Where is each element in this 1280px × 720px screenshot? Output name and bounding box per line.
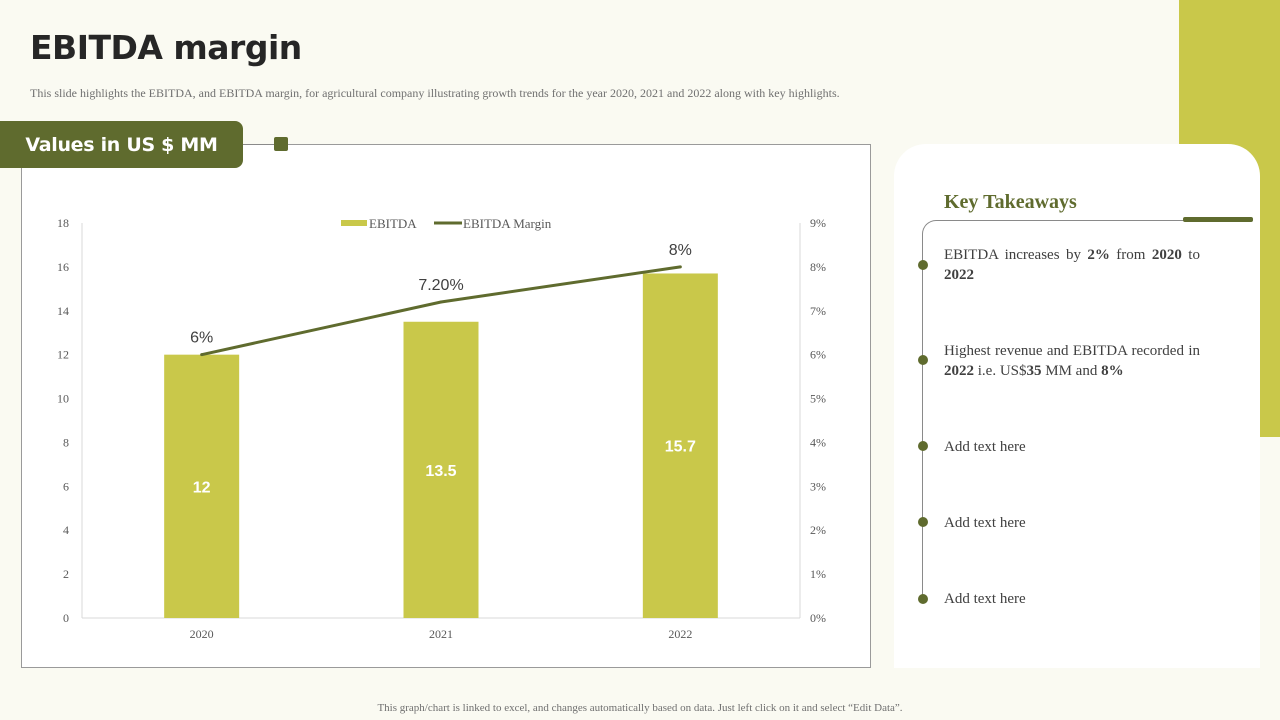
legend-label-ebitda: EBITDA (369, 216, 417, 231)
y2-tick-label: 7% (810, 304, 826, 318)
bar (403, 321, 479, 618)
margin-value-label: 8% (669, 242, 692, 259)
margin-value-label: 6% (190, 330, 213, 347)
takeaway-item: Add text here (944, 439, 1026, 455)
takeaway-bullet-dot (918, 355, 928, 365)
margin-point (678, 265, 682, 269)
takeaways-accent-bar (1183, 217, 1253, 222)
y-tick-label: 0 (63, 611, 69, 625)
margin-value-label: 7.20% (418, 277, 463, 294)
takeaway-bullet-dot (918, 441, 928, 451)
ebitda-chart[interactable]: 0 2 4 6 8 10 12 14 16 18 0% 1% 2% 3% 4% 5% 6% 7% 8% 9% 2020 2… (21, 144, 871, 668)
y-tick-label: 12 (57, 348, 69, 362)
y-tick-label: 14 (57, 304, 69, 318)
y2-tick-label: 4% (810, 435, 826, 449)
y-tick-label: 10 (57, 392, 69, 406)
y-tick-label: 6 (63, 479, 69, 493)
bar (164, 354, 240, 618)
takeaways-panel (894, 144, 1260, 668)
takeaway-item: Add text here (944, 515, 1026, 531)
bar-value-label: 13.5 (425, 463, 456, 480)
x-tick-label: 2021 (429, 627, 453, 641)
y2-tick-label: 0% (810, 611, 826, 625)
takeaways-title: Key Takeaways (944, 191, 1077, 213)
y2-tick-label: 9% (810, 216, 826, 230)
y2-tick-label: 3% (810, 479, 826, 493)
takeaway-bullet-dot (918, 594, 928, 604)
takeaways-timeline (922, 240, 923, 602)
legend-label-margin: EBITDA Margin (463, 216, 552, 231)
takeaway-item: Highest revenue and EBITDA recorded in 2… (944, 343, 1200, 379)
takeaways-connector (922, 220, 1192, 250)
y-tick-label: 16 (57, 260, 69, 274)
bar-value-label: 12 (193, 479, 211, 496)
y2-tick-label: 1% (810, 567, 826, 581)
y-tick-label: 2 (63, 567, 69, 581)
y2-tick-label: 5% (810, 392, 826, 406)
values-banner-label: Values in US $ MM (25, 133, 218, 156)
x-tick-label: 2022 (668, 627, 692, 641)
page-subtitle: This slide highlights the EBITDA, and EB… (30, 86, 840, 100)
values-banner: Values in US $ MM (0, 121, 243, 168)
margin-point (439, 300, 443, 304)
y-tick-label: 8 (63, 435, 69, 449)
bar-value-label: 15.7 (665, 439, 696, 456)
banner-square (274, 137, 288, 151)
takeaway-bullet-dot (918, 517, 928, 527)
x-tick-label: 2020 (190, 627, 214, 641)
banner-connector (243, 144, 281, 145)
y2-tick-label: 2% (810, 523, 826, 537)
y-tick-label: 18 (57, 216, 69, 230)
y2-tick-label: 8% (810, 260, 826, 274)
takeaway-item: EBITDA increases by 2% from 2020 to 2022 (944, 247, 1200, 283)
takeaway-bullet-dot (918, 260, 928, 270)
takeaway-item: Add text here (944, 591, 1026, 607)
bar (642, 273, 718, 618)
footer-note: This graph/chart is linked to excel, and… (377, 702, 903, 714)
margin-point (200, 353, 204, 357)
legend-swatch-ebitda (341, 220, 367, 226)
page-title: EBITDA margin (30, 28, 302, 67)
y-tick-label: 4 (63, 523, 69, 537)
y2-tick-label: 6% (810, 348, 826, 362)
